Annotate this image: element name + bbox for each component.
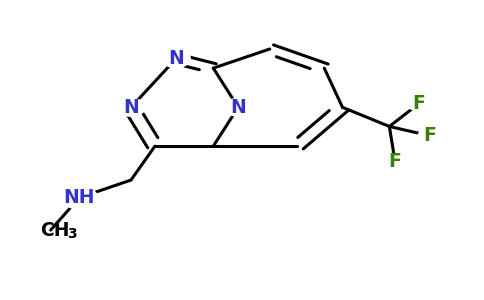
Text: NH: NH — [63, 188, 95, 207]
Text: F: F — [389, 152, 402, 171]
Circle shape — [224, 98, 253, 116]
Text: F: F — [424, 126, 437, 146]
Circle shape — [383, 154, 407, 169]
Circle shape — [61, 187, 97, 209]
Circle shape — [418, 128, 442, 143]
Circle shape — [407, 96, 431, 111]
Circle shape — [117, 98, 145, 116]
Text: F: F — [412, 94, 425, 113]
Text: CH: CH — [40, 220, 69, 240]
Text: N: N — [168, 49, 184, 68]
Circle shape — [162, 50, 190, 68]
Text: N: N — [123, 98, 139, 117]
Text: 3: 3 — [67, 226, 76, 241]
Text: N: N — [230, 98, 246, 117]
